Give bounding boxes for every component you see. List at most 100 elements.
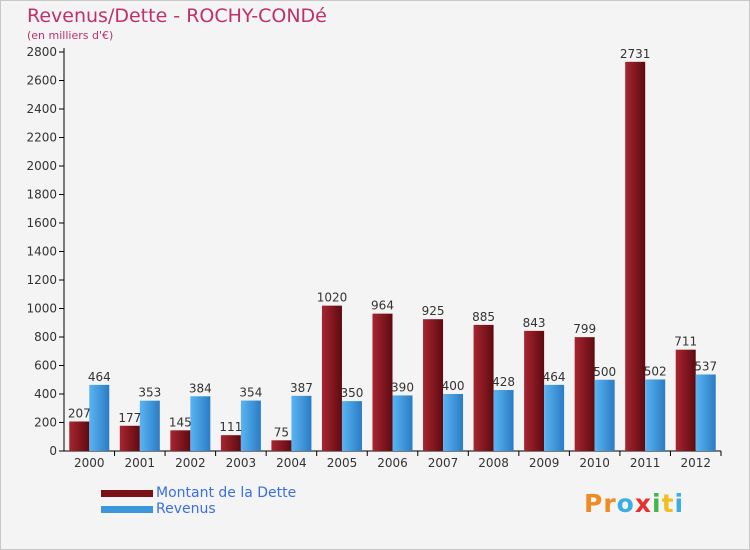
y-tick-label: 2400 — [26, 102, 57, 116]
logo-letter: P — [584, 489, 604, 518]
bar-dette — [170, 430, 191, 451]
y-tick-label: 1400 — [26, 245, 57, 259]
x-tick-label: 2011 — [630, 456, 661, 470]
y-tick-label: 200 — [34, 416, 57, 430]
x-tick-label: 2012 — [680, 456, 711, 470]
bar-revenus — [443, 394, 464, 451]
logo-letter: r — [603, 489, 617, 518]
y-tick-label: 1200 — [26, 273, 57, 287]
x-tick-label: 2002 — [175, 456, 206, 470]
bar-revenus — [139, 400, 160, 451]
bar-dette — [675, 349, 696, 451]
bar-revenus — [190, 396, 211, 451]
legend-label-revenus: Revenus — [156, 501, 216, 517]
data-label-dette: 843 — [523, 316, 546, 330]
data-label-dette: 207 — [68, 407, 91, 421]
data-label-revenus: 428 — [492, 375, 515, 389]
bar-dette — [473, 324, 494, 451]
bar-revenus — [645, 379, 666, 451]
x-tick-label: 2004 — [276, 456, 307, 470]
x-tick-label: 2005 — [327, 456, 358, 470]
legend-swatch-revenus — [101, 506, 153, 513]
data-label-dette: 111 — [219, 420, 242, 434]
data-label-revenus: 390 — [391, 380, 414, 394]
data-label-revenus: 464 — [543, 370, 566, 384]
data-label-revenus: 502 — [644, 364, 667, 378]
logo-letter: i — [652, 489, 662, 518]
logo-letter: x — [634, 489, 652, 518]
logo-letter: t — [661, 489, 675, 518]
data-label-revenus: 400 — [442, 379, 465, 393]
y-tick-label: 2600 — [26, 74, 57, 88]
bar-dette — [372, 313, 393, 451]
data-label-revenus: 350 — [341, 386, 364, 400]
y-tick-label: 600 — [34, 359, 57, 373]
data-label-dette: 1020 — [317, 291, 348, 305]
x-tick-label: 2009 — [529, 456, 560, 470]
x-tick-label: 2006 — [377, 456, 408, 470]
data-label-dette: 2731 — [620, 47, 651, 61]
bar-revenus — [240, 400, 261, 451]
y-tick-label: 1800 — [26, 188, 57, 202]
x-tick-label: 2003 — [226, 456, 257, 470]
bars — [69, 61, 716, 452]
data-label-dette: 145 — [169, 415, 192, 429]
bar-revenus — [89, 384, 110, 451]
y-tick-label: 2800 — [26, 45, 57, 59]
bar-dette — [625, 61, 646, 452]
bar-dette — [321, 305, 342, 451]
data-label-revenus: 500 — [593, 365, 616, 379]
bar-dette — [69, 421, 90, 451]
y-tick-label: 800 — [34, 330, 57, 344]
bar-revenus — [493, 390, 514, 451]
y-tick-label: 1600 — [26, 216, 57, 230]
bar-chart: 0 200 400 600 800 1000 1200 1400 1600 1800 2000 220… — [26, 45, 722, 470]
y-tick-label: 1000 — [26, 302, 57, 316]
bar-revenus — [594, 379, 615, 451]
data-label-dette: 711 — [674, 335, 697, 349]
legend-label-dette: Montant de la Dette — [156, 485, 297, 501]
bar-dette — [271, 440, 292, 451]
x-tick-label: 2007 — [428, 456, 459, 470]
proxiti-logo: Proxiti — [584, 489, 684, 518]
data-label-revenus: 537 — [694, 359, 717, 373]
logo-letter: i — [674, 489, 685, 518]
x-axis: 2000 2001 2002 2003 2004 2005 2006 2007 2008 2009… — [64, 450, 722, 470]
data-label-dette: 799 — [573, 322, 596, 336]
data-label-dette: 75 — [274, 425, 289, 439]
bar-dette — [423, 319, 444, 451]
x-tick-label: 2008 — [478, 456, 509, 470]
y-tick-label: 400 — [34, 387, 57, 401]
data-labels: 207 464 177 353 145 384 111 354 75 387 1020 350 964 3… — [68, 47, 717, 439]
data-label-revenus: 354 — [239, 386, 262, 400]
bar-dette — [524, 330, 545, 451]
bar-revenus — [695, 374, 716, 451]
chart-title: Revenus/Dette - ROCHY-CONDé — [27, 5, 327, 27]
chart-subtitle: (en milliers d'€) — [27, 29, 114, 42]
bar-dette — [119, 425, 140, 451]
bar-revenus — [341, 401, 362, 451]
bar-dette — [220, 435, 241, 451]
data-label-dette: 885 — [472, 310, 495, 324]
data-label-revenus: 387 — [290, 381, 313, 395]
y-tick-label: 2200 — [26, 131, 57, 145]
bar-dette — [574, 337, 595, 451]
bar-revenus — [392, 395, 413, 451]
y-tick-label: 0 — [49, 444, 57, 458]
data-label-revenus: 464 — [88, 370, 111, 384]
bar-revenus — [544, 384, 565, 451]
y-tick-label: 2000 — [26, 159, 57, 173]
data-label-revenus: 353 — [138, 386, 161, 400]
data-label-dette: 925 — [422, 304, 445, 318]
legend-swatch-dette — [101, 490, 153, 497]
y-axis: 0 200 400 600 800 1000 1200 1400 1600 1800 2000 220… — [26, 45, 65, 458]
logo-letter: o — [616, 489, 635, 518]
data-label-dette: 177 — [118, 411, 141, 425]
bar-revenus — [291, 395, 312, 451]
x-tick-label: 2001 — [125, 456, 156, 470]
data-label-revenus: 384 — [189, 381, 212, 395]
x-tick-label: 2010 — [579, 456, 610, 470]
x-tick-label: 2000 — [74, 456, 105, 470]
data-label-dette: 964 — [371, 299, 394, 313]
